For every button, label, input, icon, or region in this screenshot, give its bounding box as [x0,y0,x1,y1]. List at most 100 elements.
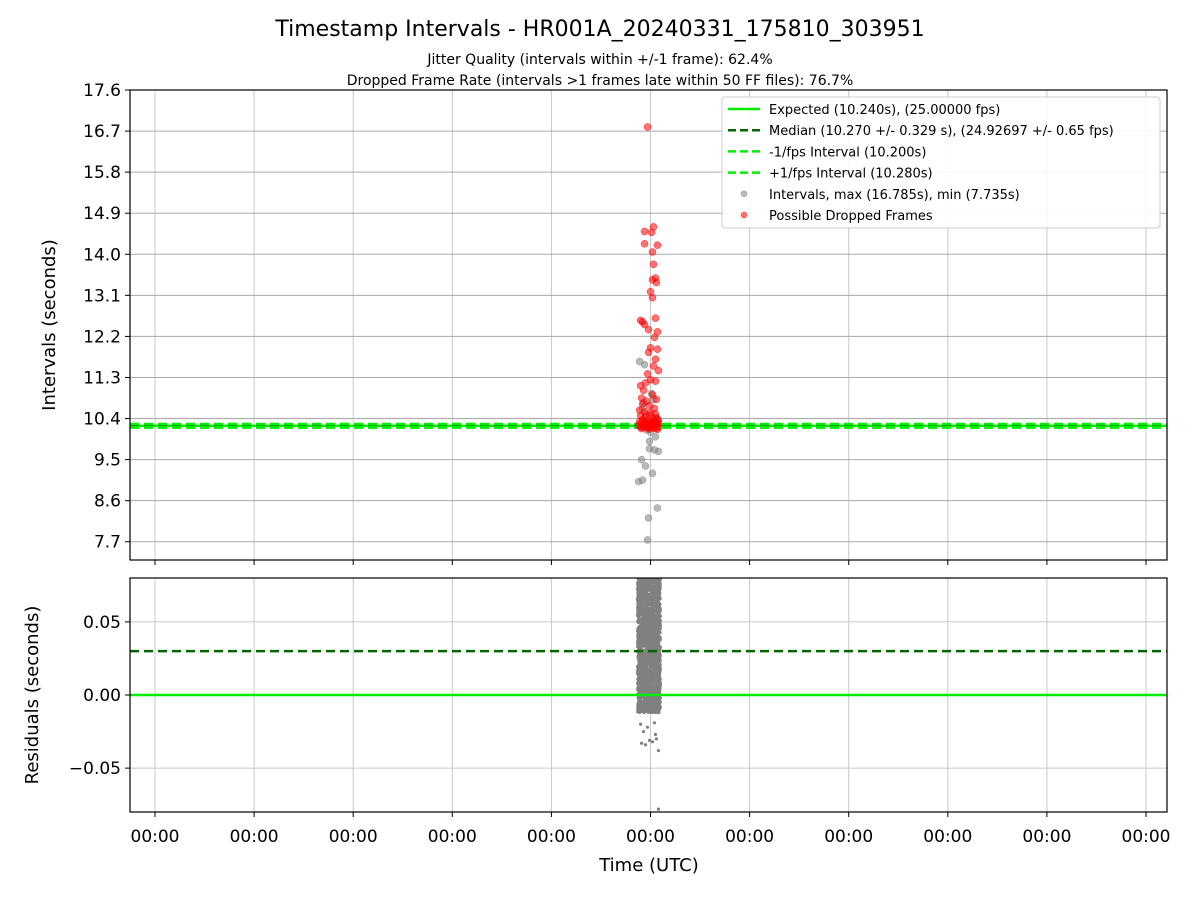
residual-point [644,681,649,686]
interval-point [644,514,653,522]
residual-point [648,669,652,673]
dropped-frame-point [644,348,653,357]
legend-box [721,96,1161,229]
x-tick-label: 00:00 [1122,827,1171,847]
residual-point [641,579,645,583]
residual-point [640,688,645,692]
residual-point [636,632,641,636]
residual-point [652,679,656,684]
residual-point [656,807,661,811]
residual-point [647,620,651,624]
residual-point [639,654,643,659]
chart-subtitle-jitter: Jitter Quality (intervals within +/-1 fr… [426,52,772,68]
residual-point [644,643,648,647]
residual-point [639,682,643,687]
residual-point [642,678,646,682]
residual-point [658,666,662,670]
dropped-frame-point [640,240,649,248]
residual-point [648,642,652,646]
x-tick-label: 00:00 [131,827,180,847]
dropped-frame-point [648,293,657,302]
residual-point [658,630,662,635]
residual-point [640,709,644,713]
residual-point [657,707,662,711]
residual-point [641,635,645,640]
x-tick-label: 00:00 [824,827,873,847]
residual-point [642,675,646,679]
residual-point [637,658,641,662]
residuals-panel: 00:00 00:00 00:00 00:00 00:00 00:00 00:00 00:00… [69,577,1171,847]
axes-frame [129,577,1168,813]
residual-point [639,680,643,684]
x-tick-label: 00:00 [626,827,675,847]
residual-point [655,645,659,649]
residual-point [640,660,644,665]
y-tick-label: 11.3 [83,368,121,388]
residual-point [642,648,646,653]
y-tick-label: 7.7 [94,533,121,553]
residual-point [655,579,659,583]
residual-point [649,615,653,619]
interval-point [641,462,650,470]
dropped-frame-point [643,123,652,131]
residual-point [654,618,658,622]
y-axis-label-intervals: Intervals (seconds) [39,239,60,411]
y-tick-label: 12.2 [83,327,121,347]
y-axis-label-residuals: Residuals (seconds) [22,606,43,785]
residual-point [636,645,641,649]
residual-point [644,620,648,625]
residual-point [649,593,654,597]
residual-point [648,663,652,667]
interval-point [643,536,652,544]
residual-point [649,586,654,590]
residual-point [652,666,656,670]
residual-point [655,630,659,635]
dropped-frame-point [651,377,660,385]
interval-point [653,504,662,512]
residual-point [654,626,659,630]
residual-point [657,627,661,632]
residual-point [645,699,649,703]
residual-point [640,625,644,629]
dropped-frame-point [643,370,652,378]
residual-point [658,578,662,582]
residual-point [656,607,660,611]
residual-point [655,689,660,694]
residual-point [646,584,650,588]
residual-point [658,645,662,649]
residual-point [657,604,661,608]
residual-point [645,725,650,729]
legend-label: Expected (10.240s), (25.00000 fps) [769,103,1000,118]
residual-point [643,743,648,747]
residual-point [657,613,661,617]
residual-point [639,665,644,670]
residual-point [642,697,646,702]
dropped-frame-point [644,325,653,334]
residual-point [636,586,640,591]
residual-point [656,700,660,705]
x-tick-label: 00:00 [329,827,378,847]
residual-point [647,579,652,583]
residual-point [645,678,649,683]
residual-points [636,578,663,811]
residual-point [652,699,657,703]
residual-point [643,591,647,595]
residual-point [639,628,643,633]
y-tick-label: 17.6 [83,81,121,101]
residual-point [648,623,652,627]
residual-point [648,628,653,632]
interval-point [635,357,644,366]
interval-point [650,446,659,454]
residual-point [648,609,652,613]
intervals-panel: 7.7 8.6 9.5 10.4 11.3 12.2 13.1 14.0 14.9 15.8 16.… [83,81,1168,565]
residual-point [654,737,659,741]
interval-point [638,476,647,484]
dropped-frame-point [648,248,657,256]
residual-point [641,672,645,676]
residual-point [654,640,658,645]
residual-point [653,732,658,737]
dropped-frame-point [653,241,662,249]
residual-point [648,598,652,602]
interval-point [645,437,654,446]
y-tick-label: 14.0 [83,245,121,265]
